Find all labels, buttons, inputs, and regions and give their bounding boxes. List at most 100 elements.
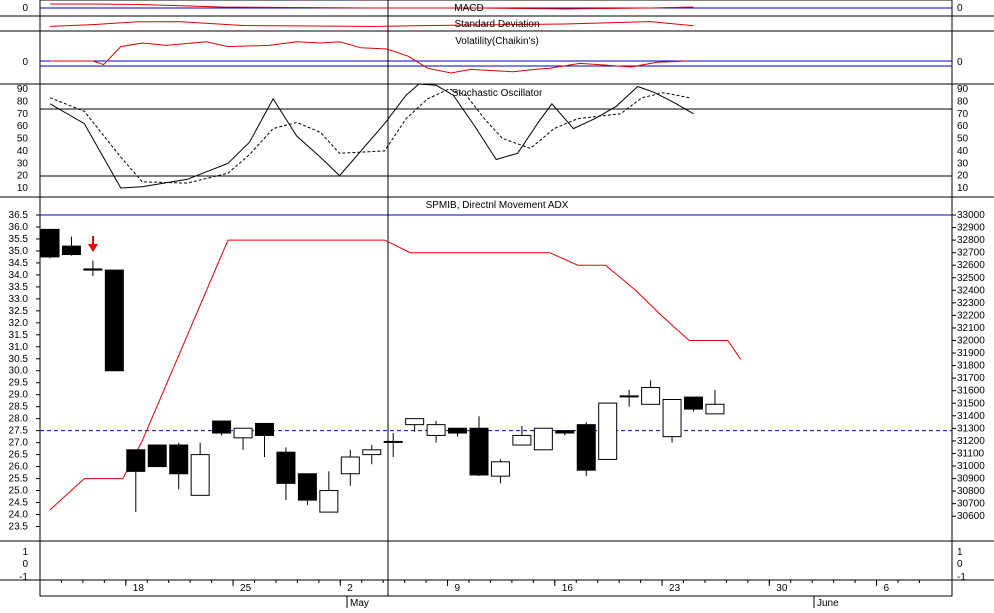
price-tick-label: 26.5	[9, 450, 29, 461]
price-tick-label: 27.5	[9, 426, 29, 437]
candle-body	[190, 454, 210, 496]
price-tick-label: 36.0	[9, 222, 29, 233]
candle	[297, 473, 317, 505]
stddev-title: Standard Deviation	[454, 19, 539, 30]
stochastic-tick-right: 10	[957, 183, 969, 194]
candle	[426, 421, 446, 443]
stochastic-d-line	[49, 88, 690, 184]
stochastic-tick-right: 80	[957, 96, 969, 107]
candle	[641, 380, 661, 405]
candle-body	[83, 268, 103, 271]
adx-tick-label: 31800	[957, 361, 985, 372]
date-tick-label: 2	[347, 583, 353, 594]
adx-tick-label: 32000	[957, 336, 985, 347]
candle	[362, 445, 382, 465]
stochastic-tick-right: 20	[957, 171, 969, 182]
price-tick-label: 27.0	[9, 438, 29, 449]
stochastic-tick-left: 90	[17, 84, 29, 95]
month-label: June	[817, 598, 839, 608]
candle-body	[169, 444, 189, 475]
axis-ticks: 36.536.035.535.034.534.033.533.032.532.0…	[9, 84, 986, 609]
stochastic-tick-left: 70	[17, 109, 29, 120]
stochastic-tick-right: 30	[957, 158, 969, 169]
stochastic-tick-left: 50	[17, 134, 29, 145]
adx-tick-label: 30600	[957, 511, 985, 522]
adx-tick-label: 31500	[957, 398, 985, 409]
stochastic-tick-left: 80	[17, 96, 29, 107]
macd-zero-tick-right: 0	[957, 3, 963, 14]
candle	[190, 442, 210, 496]
price-tick-label: 32.5	[9, 306, 29, 317]
candle-body	[61, 245, 81, 256]
date-tick-label: 6	[884, 583, 890, 594]
candle-body	[297, 473, 317, 501]
candle-body	[212, 420, 232, 434]
price-tick-label: 30.5	[9, 354, 29, 365]
adx-tick-label: 32800	[957, 235, 985, 246]
price-tick-label: 30.0	[9, 366, 29, 377]
adx-tick-label: 30700	[957, 499, 985, 510]
chart-frame	[0, 0, 994, 597]
date-tick-label: 23	[669, 583, 681, 594]
adx-tick-label: 32400	[957, 285, 985, 296]
candle	[233, 427, 253, 450]
candle-body	[276, 451, 296, 484]
price-tick-label: 24.5	[9, 498, 29, 509]
adx-tick-label: 32500	[957, 273, 985, 284]
adx-tick-label: 32700	[957, 248, 985, 259]
candle	[61, 236, 81, 256]
candle-body	[705, 403, 725, 415]
price-tick-label: 35.5	[9, 234, 29, 245]
candle-body	[490, 461, 510, 477]
candle-body	[641, 387, 661, 405]
adx-tick-label: 32600	[957, 260, 985, 271]
price-tick-label: 33.0	[9, 294, 29, 305]
candle-body	[233, 427, 253, 439]
candle-body	[426, 424, 446, 436]
candle-body	[576, 424, 596, 471]
month-label: May	[350, 598, 369, 608]
stochastic-tick-left: 30	[17, 158, 29, 169]
stochastic-tick-right: 40	[957, 146, 969, 157]
stddev-series-line	[49, 21, 694, 27]
price-tick-label: 36.5	[9, 210, 29, 221]
volatility-zero-tick-right: 0	[957, 57, 963, 68]
price-tick-label: 24.0	[9, 510, 29, 521]
adx-tick-label: 33000	[957, 210, 985, 221]
adx-tick-label: 30800	[957, 486, 985, 497]
candle-body	[104, 269, 124, 372]
date-tick-label: 9	[455, 583, 461, 594]
chart-series	[49, 3, 742, 511]
candle	[684, 396, 703, 412]
price-tick-label: 31.0	[9, 342, 29, 353]
candle	[555, 430, 575, 436]
price-tick-label: 35.0	[9, 246, 29, 257]
price-tick-label: 33.5	[9, 282, 29, 293]
bottom-tick-right: 0	[957, 559, 963, 570]
stochastic-k-line	[49, 83, 694, 189]
candle-body	[448, 427, 468, 434]
candle-body	[362, 449, 382, 456]
candle-body	[533, 427, 553, 451]
bottom-tick-left: 1	[22, 547, 28, 558]
date-tick-label: 18	[133, 583, 145, 594]
adx-tick-label: 31300	[957, 423, 985, 434]
price-tick-label: 34.5	[9, 258, 29, 269]
candle	[705, 389, 725, 415]
adx-tick-label: 32300	[957, 298, 985, 309]
candle	[490, 459, 510, 484]
stochastic-tick-right: 50	[957, 134, 969, 145]
candle-body	[319, 490, 339, 513]
price-title: SPMIB, Directnl Movement ADX	[426, 200, 569, 211]
price-tick-label: 31.5	[9, 330, 29, 341]
candle	[276, 447, 296, 501]
candle-body	[469, 427, 489, 476]
candle	[340, 449, 360, 486]
candle-body	[40, 228, 60, 258]
candle-body	[126, 449, 146, 472]
stochastic-tick-right: 70	[957, 109, 969, 120]
bottom-tick-right: 1	[957, 547, 963, 558]
adx-tick-label: 32200	[957, 310, 985, 321]
stochastic-tick-right: 90	[957, 84, 969, 95]
